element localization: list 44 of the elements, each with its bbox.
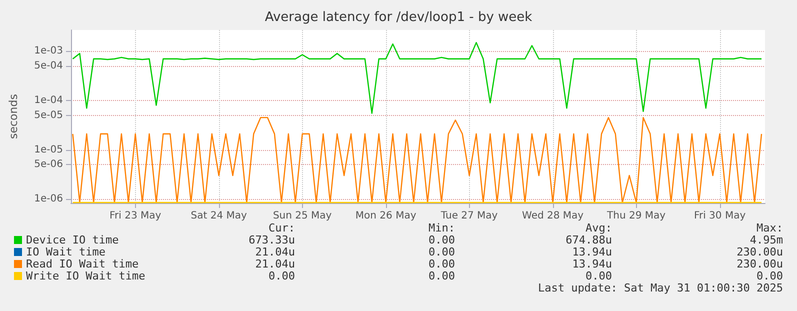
text: Avg: — [586, 222, 612, 234]
text: 230.00u — [736, 246, 783, 258]
x-tick-label: Tue 27 May — [440, 210, 498, 222]
x-tick-label: Thu 29 May — [606, 210, 666, 222]
text: Last update: Sat May 31 01:00:30 2025 — [538, 282, 783, 294]
x-tick-label: Fri 30 May — [694, 210, 746, 222]
text: 13.94u — [572, 246, 612, 258]
line-series — [72, 116, 762, 204]
legend-label: Read IO Wait time — [26, 258, 139, 270]
y-tick-label: 5e-06 — [34, 159, 63, 170]
text: Max: — [756, 222, 783, 234]
x-tick-label: Sat 24 May — [190, 210, 247, 222]
y-axis-title: seconds — [7, 94, 20, 139]
y-tick-label: 1e-03 — [34, 46, 63, 57]
y-tick-label: 5e-05 — [34, 110, 63, 121]
text: 0.00 — [428, 258, 455, 270]
x-tick-label: Wed 28 May — [522, 210, 584, 222]
y-tick-label: 1e-04 — [34, 95, 63, 106]
legend-label: Write IO Wait time — [26, 270, 146, 282]
legend-label: IO Wait time — [26, 246, 106, 258]
text: 0.00 — [428, 246, 455, 258]
text: Cur: — [268, 222, 295, 234]
y-tick-label: 1e-06 — [34, 194, 63, 205]
x-tick-label: Fri 23 May — [110, 210, 162, 222]
line-series — [72, 42, 762, 114]
x-tick-label: Mon 26 May — [355, 210, 416, 222]
text: Min: — [428, 222, 455, 234]
text: 0.00 — [586, 270, 612, 282]
chart-title: Average latency for /dev/loop1 - by week — [264, 10, 533, 25]
x-tick-label: Sun 25 May — [272, 210, 332, 222]
text: 21.04u — [255, 258, 295, 270]
text: 0.00 — [428, 234, 455, 246]
text: 4.95m — [750, 234, 784, 246]
text: 674.88u — [566, 234, 612, 246]
text: 0.00 — [268, 270, 295, 282]
y-tick-label: 5e-04 — [34, 60, 63, 72]
text: 0.00 — [756, 270, 783, 282]
text: 230.00u — [736, 258, 783, 270]
text: 13.94u — [572, 258, 612, 270]
text: 0.00 — [428, 270, 455, 282]
text: 673.33u — [248, 234, 295, 246]
y-tick-label: 1e-05 — [34, 144, 63, 156]
text: 21.04u — [255, 246, 295, 258]
legend-label: Device IO time — [26, 234, 119, 246]
